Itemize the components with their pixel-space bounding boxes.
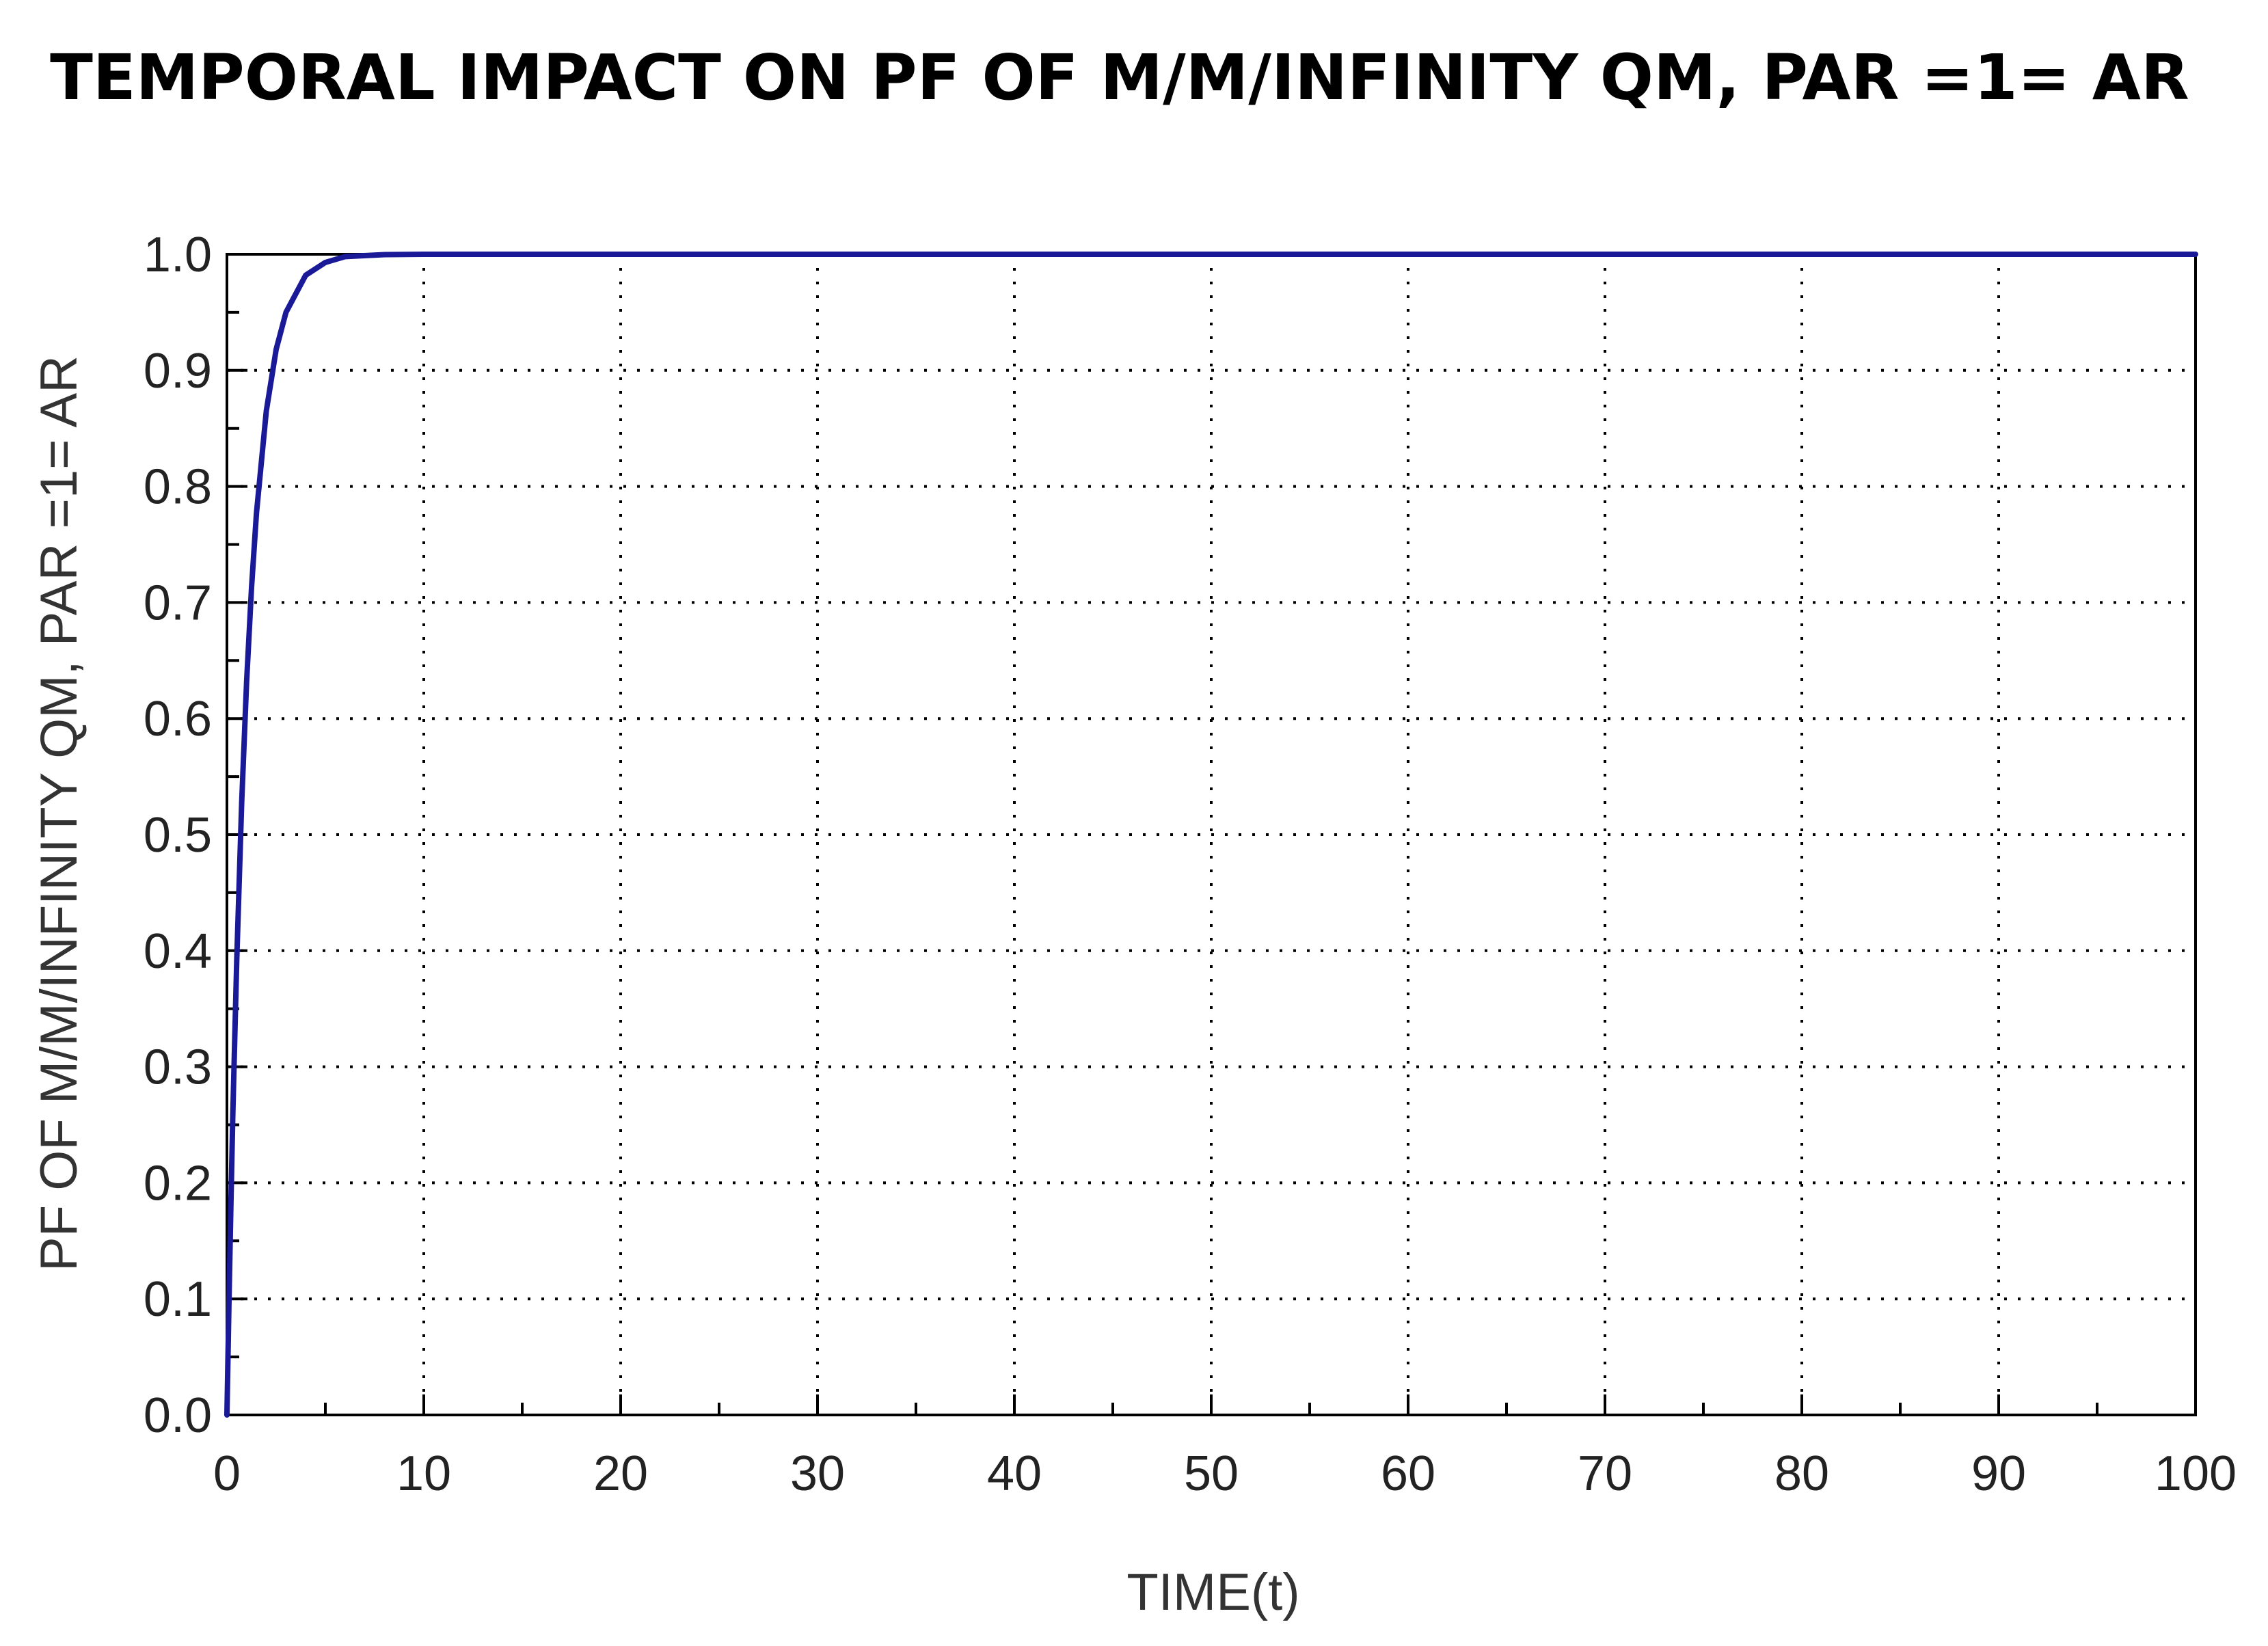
x-tick-label: 20	[593, 1446, 648, 1501]
y-tick-label: 0.9	[144, 344, 212, 399]
y-tick-label: 0.5	[144, 808, 212, 863]
x-tick-label: 70	[1578, 1446, 1632, 1501]
grid	[227, 254, 2196, 1415]
x-tick-label: 100	[2155, 1446, 2237, 1501]
x-tick-label: 0	[213, 1446, 241, 1501]
y-axis-label: PF OF M/M/INFINITY QM, PAR =1= AR	[30, 355, 88, 1271]
y-tick-label: 0.2	[144, 1156, 212, 1211]
y-tick-label: 0.1	[144, 1272, 212, 1327]
chart-title: TEMPORAL IMPACT ON PF OF M/M/INFINITY QM…	[50, 41, 2189, 114]
x-tick-label: 50	[1184, 1446, 1239, 1501]
x-axis-label: TIME(t)	[1126, 1563, 1299, 1621]
y-tick-label: 1.0	[144, 228, 212, 282]
y-tick-label: 0.7	[144, 576, 212, 630]
y-tick-label: 0.3	[144, 1040, 212, 1095]
y-tick-label: 0.8	[144, 460, 212, 515]
y-tick-label: 0.6	[144, 692, 212, 746]
y-tick-label: 0.4	[144, 924, 212, 979]
series-line	[224, 252, 2198, 1418]
x-tick-label: 60	[1381, 1446, 1435, 1501]
x-tick-label: 90	[1971, 1446, 2026, 1501]
tick-labels: 0 10 20 30 40 50 60 70 80 90 100 0.0 0.1 0.2 0.3 0.4 0.5…	[144, 228, 2237, 1501]
x-tick-label: 30	[790, 1446, 845, 1501]
x-tick-label: 10	[396, 1446, 451, 1501]
x-tick-label: 40	[987, 1446, 1042, 1501]
y-tick-label: 0.0	[144, 1388, 212, 1443]
x-tick-label: 80	[1774, 1446, 1829, 1501]
